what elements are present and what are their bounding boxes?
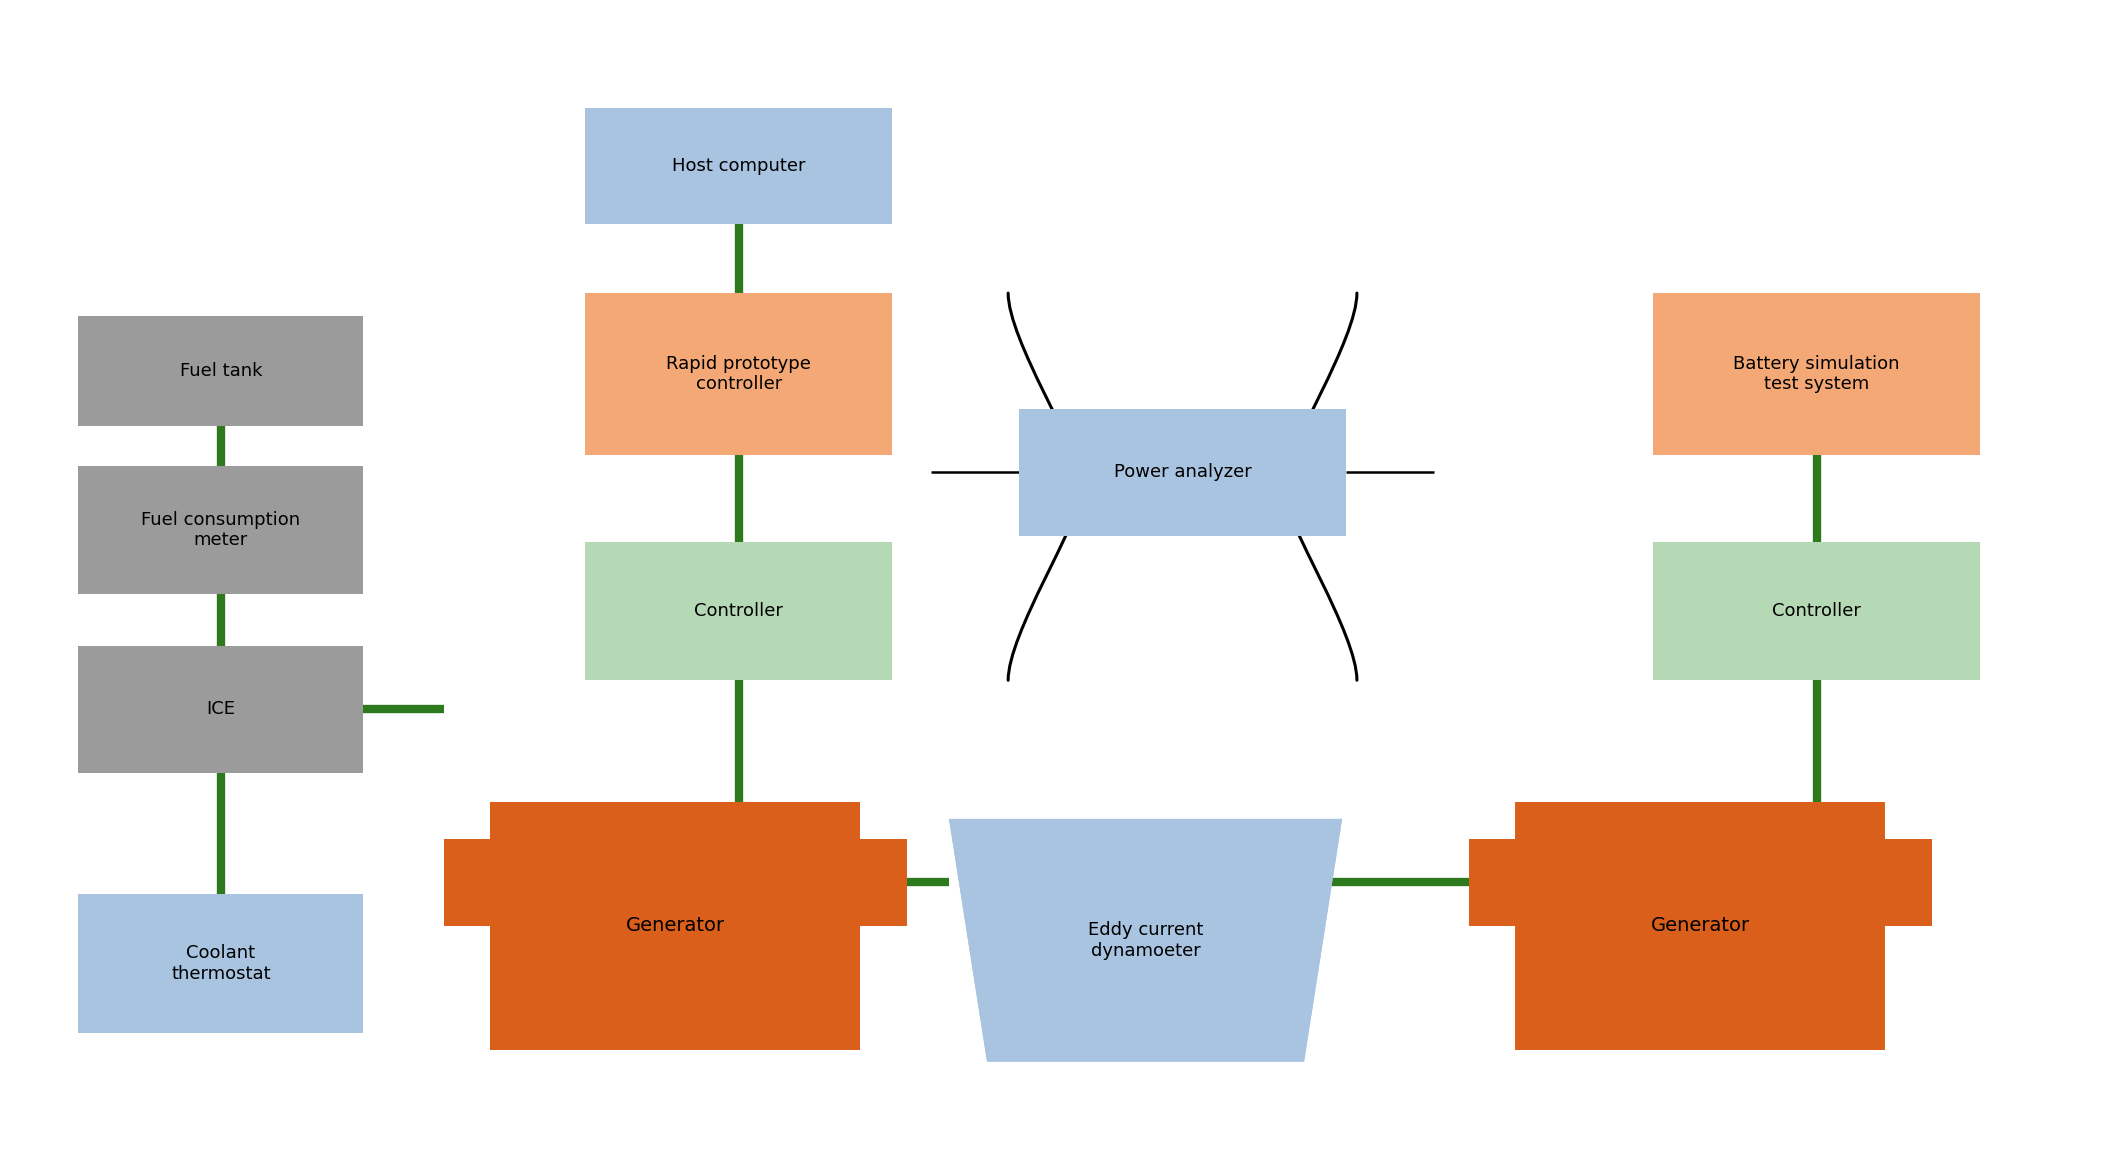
Text: ICE: ICE: [206, 700, 236, 718]
Text: Generator: Generator: [626, 916, 726, 936]
Text: Generator: Generator: [626, 916, 726, 936]
FancyBboxPatch shape: [79, 317, 363, 426]
Text: Coolant
thermostat: Coolant thermostat: [172, 944, 272, 982]
FancyBboxPatch shape: [1019, 409, 1345, 535]
Polygon shape: [949, 819, 1341, 1062]
Text: Battery simulation
test system: Battery simulation test system: [1734, 355, 1899, 393]
Text: Host computer: Host computer: [673, 157, 806, 175]
FancyBboxPatch shape: [1884, 839, 1931, 925]
Text: Controller: Controller: [1772, 602, 1861, 620]
FancyBboxPatch shape: [79, 467, 363, 594]
Text: Generator: Generator: [1651, 916, 1751, 936]
Text: Coolant
thermostat: Coolant thermostat: [172, 944, 272, 982]
FancyBboxPatch shape: [586, 108, 891, 223]
FancyBboxPatch shape: [586, 293, 891, 455]
FancyBboxPatch shape: [586, 541, 891, 680]
Text: Fuel consumption
meter: Fuel consumption meter: [142, 511, 301, 549]
Text: Fuel consumption
meter: Fuel consumption meter: [142, 511, 301, 549]
FancyBboxPatch shape: [1468, 839, 1515, 925]
Text: Rapid prototype
controller: Rapid prototype controller: [666, 355, 811, 393]
Text: Generator: Generator: [1651, 916, 1751, 936]
FancyBboxPatch shape: [79, 894, 363, 1032]
FancyBboxPatch shape: [490, 802, 859, 1050]
Text: Fuel tank: Fuel tank: [180, 362, 263, 381]
Text: Rapid prototype
controller: Rapid prototype controller: [666, 355, 811, 393]
FancyBboxPatch shape: [586, 541, 891, 680]
FancyBboxPatch shape: [1515, 802, 1884, 1050]
FancyBboxPatch shape: [79, 646, 363, 773]
Text: Battery simulation
test system: Battery simulation test system: [1734, 355, 1899, 393]
FancyBboxPatch shape: [490, 802, 859, 1050]
Text: Power analyzer: Power analyzer: [1114, 463, 1252, 481]
Text: Controller: Controller: [694, 602, 783, 620]
FancyBboxPatch shape: [79, 894, 363, 1032]
FancyBboxPatch shape: [79, 467, 363, 594]
FancyBboxPatch shape: [1515, 802, 1884, 1050]
FancyBboxPatch shape: [1884, 839, 1931, 925]
Text: Controller: Controller: [694, 602, 783, 620]
FancyBboxPatch shape: [1653, 541, 1980, 680]
Text: Eddy current
dynamoeter: Eddy current dynamoeter: [1089, 921, 1203, 959]
FancyBboxPatch shape: [443, 839, 490, 925]
FancyBboxPatch shape: [1019, 409, 1345, 535]
Text: Fuel tank: Fuel tank: [180, 362, 263, 381]
FancyBboxPatch shape: [1653, 541, 1980, 680]
Polygon shape: [949, 819, 1341, 1062]
FancyBboxPatch shape: [586, 108, 891, 223]
FancyBboxPatch shape: [79, 646, 363, 773]
Text: Controller: Controller: [1772, 602, 1861, 620]
FancyBboxPatch shape: [859, 839, 906, 925]
Text: Power analyzer: Power analyzer: [1114, 463, 1252, 481]
Text: ICE: ICE: [206, 700, 236, 718]
FancyBboxPatch shape: [443, 839, 490, 925]
FancyBboxPatch shape: [586, 293, 891, 455]
Text: Eddy current
dynamoeter: Eddy current dynamoeter: [1089, 921, 1203, 959]
Text: Host computer: Host computer: [673, 157, 806, 175]
FancyBboxPatch shape: [859, 839, 906, 925]
FancyBboxPatch shape: [79, 317, 363, 426]
FancyBboxPatch shape: [1653, 293, 1980, 455]
FancyBboxPatch shape: [1653, 293, 1980, 455]
FancyBboxPatch shape: [1468, 839, 1515, 925]
